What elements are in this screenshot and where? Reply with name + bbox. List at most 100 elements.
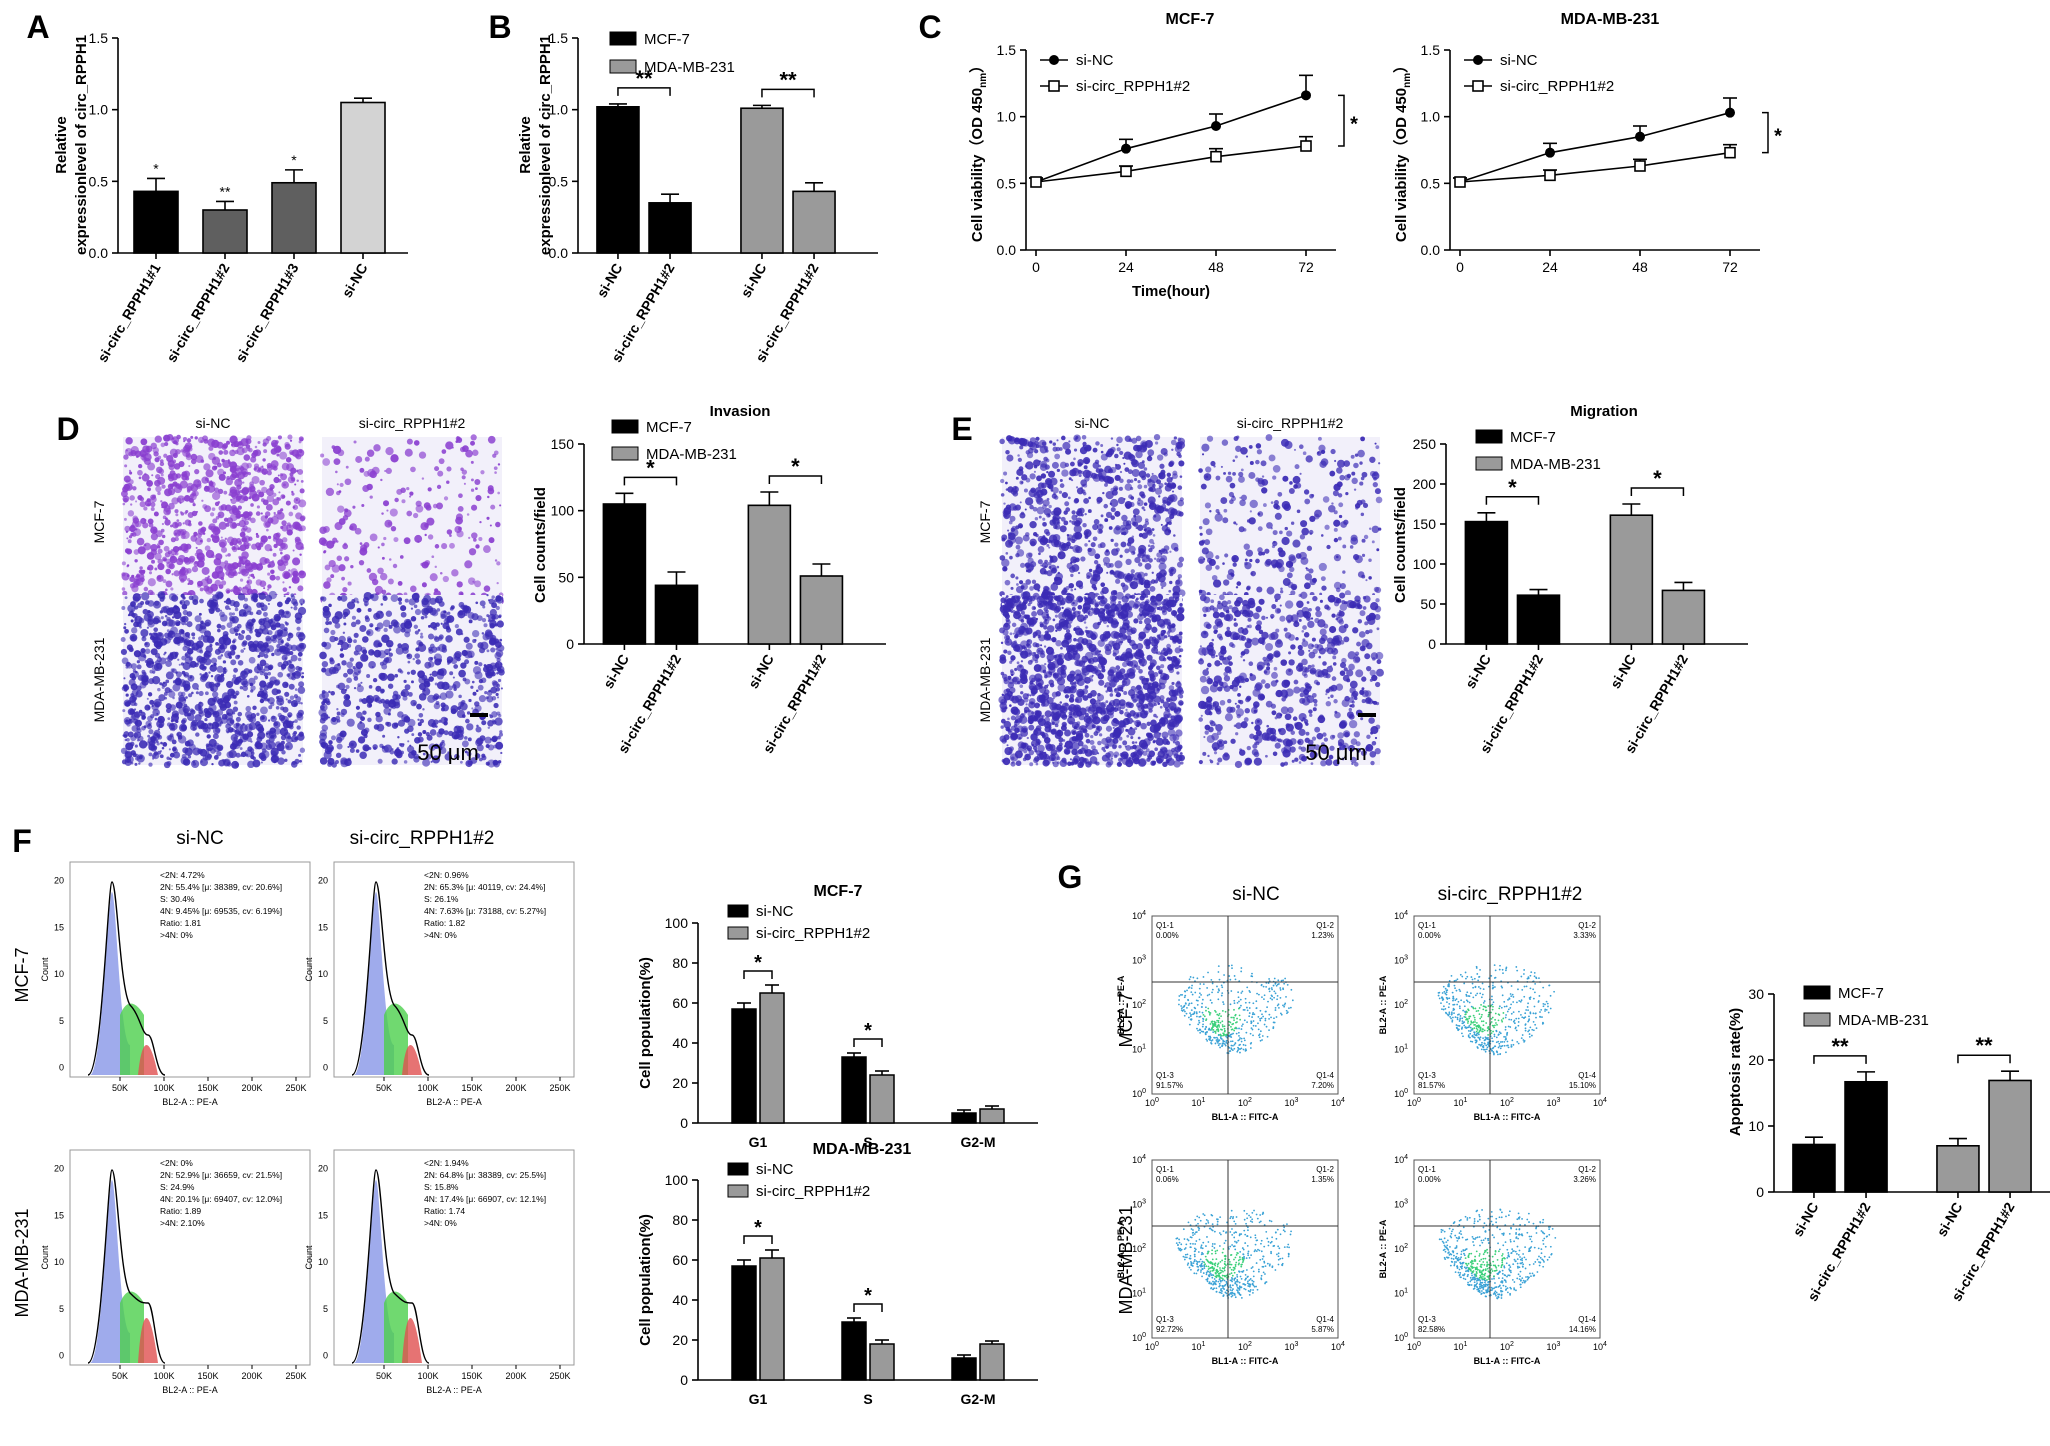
stain-cell [229,466,237,474]
stain-cell [1223,579,1230,586]
stain-cell [407,725,414,733]
stain-cell [180,578,185,583]
stain-cell [328,740,333,745]
stain-cell [389,708,392,711]
stain-cell [490,504,496,510]
stain-cell [1005,504,1012,510]
stain-cell [298,570,306,579]
stain-cell [1014,720,1018,724]
stain-cell [474,580,482,588]
stain-cell [141,592,150,601]
stain-cell [320,742,327,748]
stain-cell [461,740,469,748]
stain-cell [141,715,147,720]
stain-cell [1166,472,1172,478]
stain-cell [229,568,237,577]
stain-cell [277,712,282,718]
stain-cell [243,647,246,650]
stain-cell [145,720,152,727]
stain-cell [185,509,189,514]
stain-cell [261,486,268,494]
stain-cell [455,436,461,442]
stain-cell [1250,570,1256,577]
stain-cell [299,642,307,650]
stain-cell [203,463,211,471]
stain-cell [378,672,386,680]
stain-cell [1005,481,1008,485]
stain-cell [355,455,363,463]
stain-cell [167,487,176,496]
stain-cell [122,709,126,713]
stain-cell [1308,529,1314,535]
stain-cell [1109,563,1114,568]
panel-letter-A: A [26,9,49,45]
stain-cell [445,635,453,643]
stain-cell [1175,441,1183,449]
stain-cell [1129,573,1135,579]
stain-cell [374,585,383,595]
stain-cell [1160,523,1163,526]
stain-cell [1292,539,1301,548]
stain-cell [290,654,298,662]
stain-cell [221,458,225,463]
stain-cell [169,652,174,656]
stain-cell [1115,547,1120,552]
stain-cell [175,442,179,446]
stain-cell [1044,559,1048,564]
stain-cell [1338,502,1344,508]
stain-cell [171,605,181,615]
stain-cell [280,640,284,644]
x-tick-label: 72 [1298,259,1314,275]
stain-cell [1178,556,1185,563]
stain-cell [1104,518,1109,523]
stain-cell [420,522,429,531]
stain-cell [145,452,149,456]
stain-cell [195,546,198,549]
stain-cell [237,491,241,494]
stain-cell [179,599,186,606]
stain-cell [1296,509,1301,514]
significance-bracket [617,87,671,96]
stain-cell [475,494,482,502]
stain-cell [472,449,479,456]
stain-cell [443,730,449,736]
stain-cell [1339,582,1346,590]
stain-cell [1039,567,1047,575]
stain-cell [1135,526,1138,530]
stain-cell [410,585,417,593]
stain-cell [1375,445,1380,450]
stain-cell [212,691,219,698]
stain-cell [148,729,154,735]
y-tick-label: 1.5 [997,42,1017,58]
stain-cell [1272,530,1278,536]
stain-cell [413,512,419,519]
stain-cell [494,559,498,562]
stain-cell [276,743,285,752]
stain-cell [185,543,192,550]
stain-cell [138,464,143,469]
stain-cell [1102,491,1105,495]
stain-cell [151,702,160,711]
stain-cell [339,730,347,738]
stain-cell [1124,483,1133,491]
stain-cell [230,589,234,593]
stain-cell [165,588,168,592]
stain-cell [295,631,302,638]
stain-cell [472,629,480,638]
stain-cell [1074,531,1083,540]
stain-cell [1015,544,1021,550]
stain-cell [124,447,133,456]
stain-cell [245,568,250,574]
stain-cell [233,736,238,741]
stain-cell [127,731,134,738]
stain-cell [273,543,278,549]
stain-cell [267,588,270,591]
stain-cell [1312,577,1317,583]
stain-cell [1012,490,1019,497]
stain-cell [1039,463,1048,472]
stain-cell [1016,583,1019,586]
stain-cell [256,736,263,743]
stain-cell [220,536,223,539]
stain-cell [224,605,230,610]
stain-cell [164,687,171,694]
